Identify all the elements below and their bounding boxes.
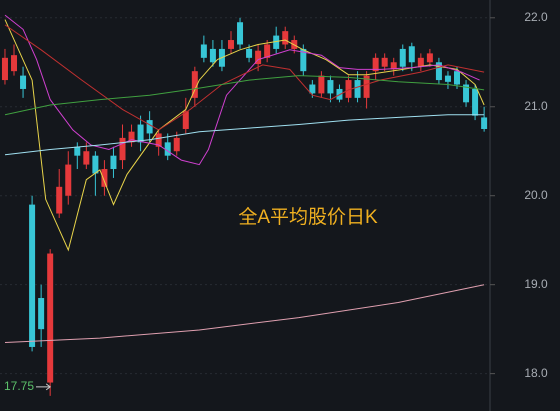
candle-body: [119, 137, 126, 161]
candle-body: [47, 253, 54, 383]
y-tick-label: 18.0: [524, 366, 548, 380]
candle-body: [38, 298, 45, 330]
y-tick-label: 19.0: [524, 277, 548, 291]
candle-body: [399, 48, 406, 67]
candle-body: [155, 133, 162, 147]
candle-body: [209, 48, 216, 63]
candle-body: [264, 44, 271, 58]
candle-body: [74, 146, 81, 156]
candle-body: [435, 62, 442, 81]
candle-body: [454, 71, 461, 85]
candle-body: [146, 120, 153, 134]
candle-body: [327, 80, 334, 94]
candle-body: [110, 155, 117, 170]
moving-average-line: [4, 14, 480, 166]
candle-body: [300, 48, 307, 72]
candle-body: [137, 124, 144, 143]
candle-body: [444, 75, 451, 82]
candle-body: [246, 48, 253, 58]
candle-body: [20, 75, 27, 89]
moving-average-line: [4, 24, 485, 131]
candle-body: [128, 131, 135, 143]
candle-body: [309, 84, 316, 94]
candle-body: [200, 44, 207, 58]
candle-body: [463, 84, 470, 103]
candle-body: [191, 71, 198, 98]
candle-body: [472, 88, 479, 116]
candle-body: [354, 80, 361, 98]
candle-body: [481, 117, 488, 129]
candle-body: [390, 62, 397, 70]
candle-body: [182, 111, 189, 129]
candle-body: [237, 22, 244, 45]
candle-body: [408, 46, 415, 63]
candle-body: [426, 53, 433, 63]
candle-body: [227, 40, 234, 49]
candle-body: [372, 57, 379, 72]
moving-average-line: [4, 114, 485, 156]
min-arrow-head: [45, 383, 52, 391]
chart-title: 全A平均股价日K: [238, 206, 378, 228]
candle-body: [1, 57, 8, 81]
moving-average-line: [4, 284, 485, 343]
candle-body: [164, 142, 171, 156]
candle-body: [273, 35, 280, 49]
candle-body: [83, 151, 90, 165]
candle-body: [11, 55, 18, 72]
candle-body: [101, 169, 108, 187]
y-tick-label: 22.0: [524, 10, 548, 24]
candle-body: [65, 164, 72, 196]
candle-body: [173, 137, 180, 152]
candle-body: [345, 80, 352, 98]
candle-body: [363, 75, 370, 98]
candle-body: [92, 155, 99, 174]
candle-body: [318, 75, 325, 94]
candle-body: [255, 50, 262, 65]
candle-body: [282, 31, 289, 45]
y-tick-label: 20.0: [524, 188, 548, 202]
y-tick-label: 21.0: [524, 99, 548, 113]
candle-body: [381, 57, 388, 67]
moving-average-line: [4, 75, 485, 116]
candle-body: [29, 204, 36, 347]
candle-body: [56, 186, 63, 214]
min-label: 17.75: [4, 379, 34, 393]
candle-body: [417, 57, 424, 67]
moving-average-line: [4, 19, 485, 252]
